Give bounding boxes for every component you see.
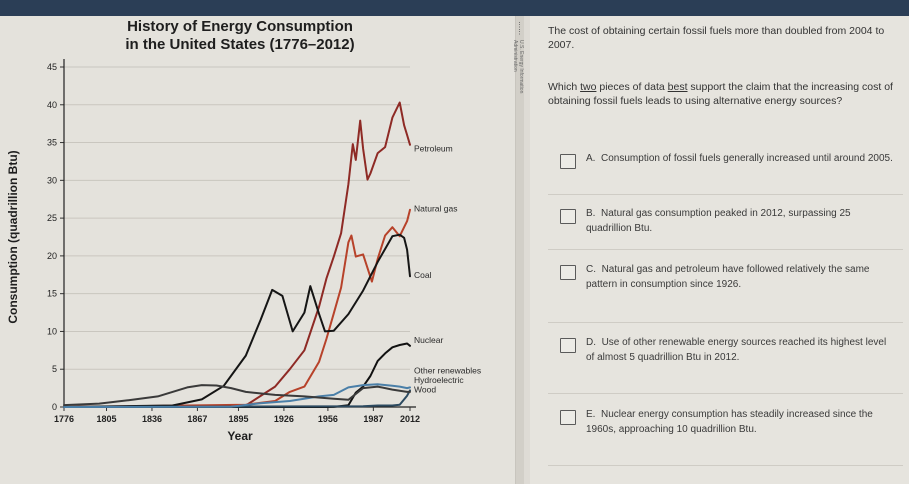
series-line-hydroelectric xyxy=(63,383,411,408)
legend-label-wood: Wood xyxy=(414,385,436,395)
prompt-emphasis-two: two xyxy=(580,81,597,93)
option-label: C. xyxy=(586,264,596,275)
y-tick-label: 5 xyxy=(52,364,57,374)
y-tick-label: 45 xyxy=(47,62,57,72)
checkbox-empty-icon[interactable] xyxy=(560,410,576,425)
option-text: Natural gas and petroleum have followed … xyxy=(586,264,870,290)
option-label: E. xyxy=(586,409,596,420)
legend-label-natural-gas: Natural gas xyxy=(414,203,457,213)
y-tick-label: 0 xyxy=(52,402,57,412)
answer-option-c[interactable]: C. Natural gas and petroleum have follow… xyxy=(560,262,900,310)
x-tick-label: 1895 xyxy=(228,414,248,424)
series-line-coal xyxy=(63,233,411,408)
divider-source-caption: U.S. Energy Information Administration xyxy=(512,40,524,94)
answer-option-b-text: B. Natural gas consumption peaked in 201… xyxy=(586,206,896,236)
question-prompt: Which two pieces of data best support th… xyxy=(548,80,903,108)
x-tick-label: 1805 xyxy=(97,414,117,424)
series-line-other-renewables xyxy=(63,389,411,408)
option-divider xyxy=(548,322,903,323)
checkbox-empty-icon[interactable] xyxy=(560,265,576,280)
x-axis-label: Year xyxy=(227,429,253,443)
y-tick-label: 30 xyxy=(47,175,57,185)
y-tick-label: 40 xyxy=(47,100,57,110)
option-label: A. xyxy=(586,153,596,164)
x-tick-label: 1956 xyxy=(318,414,338,424)
question-panel xyxy=(530,16,909,484)
option-divider xyxy=(548,393,903,394)
question-stem: The cost of obtaining certain fossil fue… xyxy=(548,25,885,51)
y-tick-label: 25 xyxy=(47,213,57,223)
answer-option-b[interactable]: B. Natural gas consumption peaked in 201… xyxy=(560,206,900,254)
option-text: Consumption of fossil fuels generally in… xyxy=(601,153,893,164)
legend-label-hydroelectric: Hydroelectric xyxy=(414,375,464,385)
energy-chart-panel: History of Energy Consumption in the Uni… xyxy=(0,16,515,484)
prompt-part-a: Which xyxy=(548,81,581,93)
series-line-natural-gas xyxy=(63,208,411,408)
legend-label-petroleum: Petroleum xyxy=(414,144,453,154)
y-tick-label: 35 xyxy=(47,138,57,148)
option-text: Natural gas consumption peaked in 2012, … xyxy=(586,208,851,234)
y-tick-label: 20 xyxy=(47,251,57,261)
option-divider xyxy=(548,465,903,466)
answer-option-c-text: C. Natural gas and petroleum have follow… xyxy=(586,262,896,292)
answer-option-a[interactable]: A. Consumption of fossil fuels generally… xyxy=(560,151,900,199)
option-label: B. xyxy=(586,208,596,219)
option-divider xyxy=(548,249,903,250)
prompt-emphasis-best: best xyxy=(667,81,688,93)
x-tick-label: 2012 xyxy=(400,414,420,424)
x-tick-label: 1867 xyxy=(187,414,207,424)
top-toolbar xyxy=(0,0,909,16)
series-line-wood xyxy=(63,384,411,407)
checkbox-empty-icon[interactable] xyxy=(560,338,576,353)
option-divider xyxy=(548,194,903,195)
y-tick-label: 15 xyxy=(47,289,57,299)
prompt-part-c: support the claim that the increasing co… xyxy=(548,81,893,107)
checkbox-empty-icon[interactable] xyxy=(560,209,576,224)
answer-option-a-text: A. Consumption of fossil fuels generally… xyxy=(586,151,896,166)
answer-option-e[interactable]: E. Nuclear energy consumption has steadi… xyxy=(560,407,900,455)
checkbox-empty-icon[interactable] xyxy=(560,154,576,169)
chart-title-line-1: History of Energy Consumption xyxy=(127,18,353,35)
legend-label-nuclear: Nuclear xyxy=(414,335,443,345)
x-tick-label: 1836 xyxy=(142,414,162,424)
chart-title-line-2: in the United States (1776–2012) xyxy=(125,36,355,53)
panel-divider[interactable] xyxy=(515,16,524,484)
chart-title: History of Energy Consumption in the Uni… xyxy=(40,18,440,54)
series-line-nuclear xyxy=(63,342,411,408)
x-tick-label: 1987 xyxy=(363,414,383,424)
option-text: Nuclear energy consumption has steadily … xyxy=(586,409,873,435)
prompt-part-b: pieces of data xyxy=(596,81,668,93)
legend-label-other-renewables: Other renewables xyxy=(414,366,481,376)
y-axis-label: Consumption (quadrillion Btu) xyxy=(6,150,20,323)
option-text: Use of other renewable energy sources re… xyxy=(586,337,887,363)
x-tick-label: 1926 xyxy=(274,414,294,424)
legend-label-coal: Coal xyxy=(414,270,432,280)
series-line-petroleum xyxy=(63,101,411,408)
option-label: D. xyxy=(586,337,596,348)
grip-dots-icon[interactable]: ⋮ ⋮ xyxy=(516,22,523,36)
x-tick-label: 1776 xyxy=(54,414,74,424)
answer-option-e-text: E. Nuclear energy consumption has steadi… xyxy=(586,407,896,437)
answer-option-d-text: D. Use of other renewable energy sources… xyxy=(586,335,896,365)
answer-option-d[interactable]: D. Use of other renewable energy sources… xyxy=(560,335,900,383)
y-tick-label: 10 xyxy=(47,326,57,336)
energy-consumption-line-chart: 0 5 10 15 20 25 30 35 40 45 1776 1805 1836 1867 1895 19… xyxy=(6,59,481,443)
